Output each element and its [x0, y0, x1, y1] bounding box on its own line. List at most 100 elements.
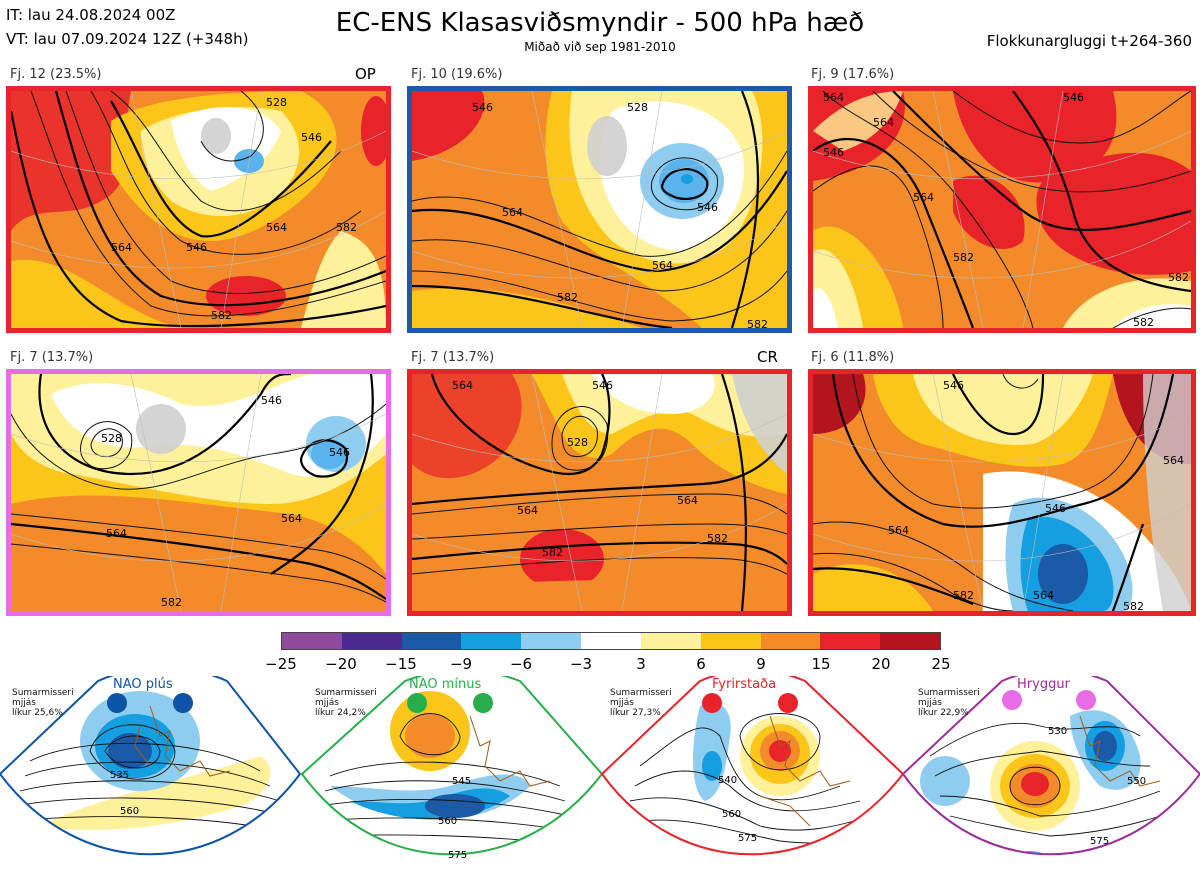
contour-label: 582	[542, 546, 563, 559]
regime-marker	[407, 693, 427, 713]
contour-label: 528	[627, 101, 648, 114]
contour-label: 582	[1123, 600, 1144, 611]
contour-label: 564	[823, 91, 844, 104]
contour-label: 564	[452, 379, 473, 392]
colorbar-tick-label: 20	[871, 655, 891, 673]
cluster-label: Fj. 9 (17.6%)	[811, 67, 895, 82]
contour-label: 546	[823, 146, 844, 159]
regime-marker	[173, 693, 193, 713]
regime-smoothing: mjjás	[610, 698, 634, 708]
contour-label: 546	[697, 201, 718, 214]
colorbar-tick-label: −6	[509, 655, 533, 673]
contour-label: 560	[438, 816, 457, 827]
colorbar-tick-label: 6	[696, 655, 706, 673]
cluster-map-panel: 528 546 546 564 564 582 582	[6, 86, 391, 333]
contour-label: 560	[120, 806, 139, 817]
regime-marker	[473, 693, 493, 713]
contour-label: 582	[1168, 271, 1189, 284]
clustering-window: Flokkunargluggi t+264-360	[986, 32, 1192, 50]
contour-label: 564	[677, 494, 698, 507]
regime-title: Fyrirstaða	[712, 677, 777, 692]
colorbar-tick-label: −20	[325, 655, 357, 673]
contour-label: 546	[186, 241, 207, 254]
cluster-label: Fj. 12 (23.5%)	[10, 67, 102, 82]
contour-label: 560	[722, 809, 741, 820]
colorbar-swatch	[700, 633, 761, 649]
contour-label: 575	[738, 833, 757, 844]
contour-label: 546	[301, 131, 322, 144]
contour-label: 546	[1063, 91, 1084, 104]
contour-label: 564	[913, 191, 934, 204]
regime-probability: líkur 25,6%	[12, 708, 63, 718]
contour-label: 550	[1127, 776, 1146, 787]
cluster-tag: OP	[355, 65, 376, 83]
regime-title: NAO mínus	[409, 677, 482, 692]
contour-label: 528	[567, 436, 588, 449]
contour-label: 535	[110, 770, 129, 781]
regime-probability: líkur 24,2%	[315, 708, 366, 718]
cluster-map-panel: 528 546 546 564 564 582 582	[407, 86, 792, 333]
colorbar-tick-label: −9	[449, 655, 473, 673]
cluster-tag: CR	[757, 348, 778, 366]
regime-smoothing: mjjás	[315, 698, 339, 708]
initial-time: IT: lau 24.08.2024 00Z	[6, 6, 176, 24]
colorbar-tick-label: −3	[569, 655, 593, 673]
valid-time: VT: lau 07.09.2024 12Z (+348h)	[6, 30, 249, 48]
contour-label: 582	[1133, 316, 1154, 328]
colorbar-tick-label: 9	[756, 655, 766, 673]
regime-probability: líkur 22,9%	[918, 708, 969, 718]
contour-label: 546	[943, 379, 964, 392]
colorbar-swatch	[760, 633, 821, 649]
colorbar-ticks: −25 −20 −15 −9 −6 −3 3 6 9 15 20 25	[246, 655, 976, 673]
contour-label: 528	[101, 432, 122, 445]
contour-label: 575	[448, 850, 467, 861]
contour-label: 582	[557, 291, 578, 304]
colorbar-tick-label: −25	[265, 655, 297, 673]
cluster-label: Fj. 6 (11.8%)	[811, 350, 895, 365]
cluster-label: Fj. 7 (13.7%)	[10, 350, 94, 365]
cluster-map-panel: 546 546 564 564 564 582 582 582	[808, 86, 1196, 333]
cluster-map-panel: 528 546 564 564 564 582 582	[407, 369, 792, 616]
contour-label: 564	[888, 524, 909, 537]
contour-label: 582	[161, 596, 182, 609]
anomaly-colorbar	[281, 632, 941, 650]
regime-marker	[1076, 690, 1096, 710]
contour-label: 564	[1163, 454, 1184, 467]
contour-label: 582	[953, 589, 974, 602]
colorbar-swatch	[820, 633, 881, 649]
contour-label: 564	[281, 512, 302, 525]
regime-probability: líkur 27,3%	[610, 708, 661, 718]
regime-description: Sumarmisseri mjjás líkur 22,9%	[918, 688, 980, 718]
regime-title: Hryggur	[1017, 677, 1070, 692]
contour-label: 564	[873, 116, 894, 129]
regime-season: Sumarmisseri	[315, 688, 377, 698]
contour-label: 564	[1033, 589, 1054, 602]
page-subtitle: Miðað við sep 1981-2010	[524, 40, 676, 54]
contour-label: 546	[592, 379, 613, 392]
regime-title: NAO plús	[113, 677, 173, 692]
contour-label: 564	[111, 241, 132, 254]
contour-label: 582	[747, 318, 768, 328]
colorbar-swatch	[581, 633, 641, 649]
regime-description: Sumarmisseri mjjás líkur 25,6%	[12, 688, 74, 718]
colorbar-tick-label: 3	[636, 655, 646, 673]
colorbar-swatch	[521, 633, 582, 649]
colorbar-tick-label: −15	[385, 655, 417, 673]
contour-label: 582	[336, 221, 357, 234]
cluster-map-panel: 546 546 564 564 564 582 582	[808, 369, 1196, 616]
contour-label: 564	[502, 206, 523, 219]
colorbar-swatch	[341, 633, 402, 649]
colorbar-swatch	[282, 633, 342, 649]
contour-label: 540	[718, 775, 737, 786]
regime-marker	[778, 693, 798, 713]
regime-marker	[107, 693, 127, 713]
colorbar-swatch	[461, 633, 522, 649]
contour-label: 546	[329, 446, 350, 459]
contour-label: 575	[1090, 836, 1109, 847]
contour-label: 546	[1045, 502, 1066, 515]
contour-label: 564	[517, 504, 538, 517]
regime-season: Sumarmisseri	[12, 688, 74, 698]
regime-description: Sumarmisseri mjjás líkur 24,2%	[315, 688, 377, 718]
colorbar-swatch	[401, 633, 462, 649]
colorbar-tick-label: 25	[931, 655, 951, 673]
